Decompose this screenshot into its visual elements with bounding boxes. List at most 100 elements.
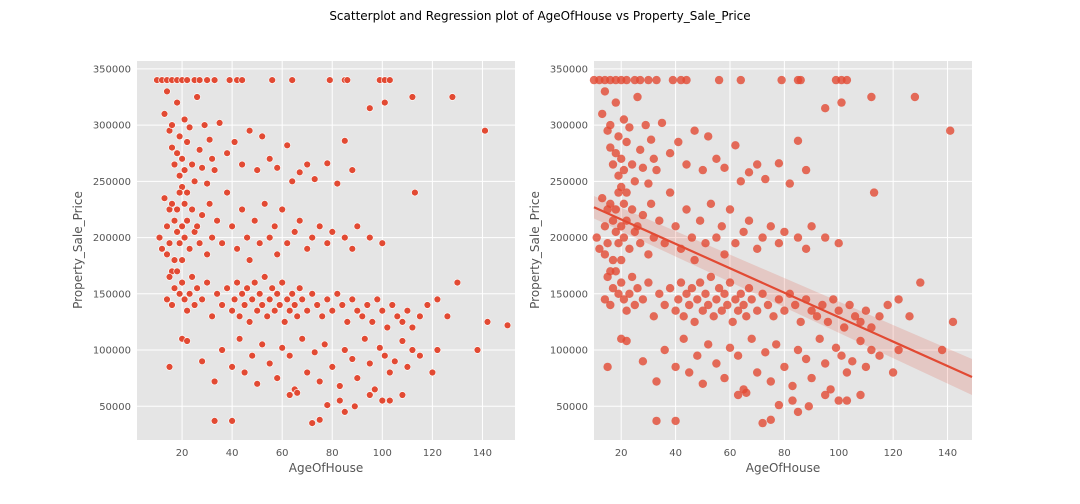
data-point — [198, 357, 206, 365]
data-point — [834, 239, 843, 248]
data-point — [701, 239, 710, 248]
data-point — [668, 75, 678, 85]
x-tick-label: 120 — [423, 448, 442, 459]
data-point — [619, 233, 629, 242]
data-point — [736, 289, 745, 298]
y-tick-label: 250000 — [550, 177, 588, 188]
data-point — [622, 137, 631, 147]
data-point — [323, 239, 331, 247]
data-point — [383, 323, 391, 332]
data-point — [175, 132, 184, 141]
data-point — [627, 205, 637, 214]
data-point — [856, 390, 865, 400]
data-point — [276, 301, 284, 309]
data-point — [690, 126, 699, 135]
data-point — [173, 267, 181, 275]
data-point — [733, 306, 743, 315]
data-point — [180, 115, 189, 124]
data-point — [180, 200, 189, 208]
data-point — [253, 380, 261, 388]
data-point — [652, 377, 661, 386]
data-point — [682, 205, 691, 214]
data-point — [341, 408, 349, 416]
data-point — [411, 188, 419, 197]
data-point — [286, 352, 294, 360]
data-point — [687, 284, 697, 293]
data-point — [273, 250, 281, 259]
data-point — [408, 323, 417, 332]
data-point — [744, 168, 754, 177]
data-point — [165, 273, 174, 281]
data-point — [619, 295, 629, 304]
data-point — [215, 119, 224, 127]
data-point — [837, 98, 846, 107]
data-point — [433, 346, 442, 354]
data-point — [793, 233, 803, 242]
data-point — [208, 312, 216, 320]
data-point — [617, 154, 626, 163]
data-point — [818, 300, 827, 310]
data-point — [867, 92, 876, 102]
data-point — [682, 289, 691, 298]
data-point — [218, 239, 226, 247]
data-point — [168, 301, 176, 309]
data-point — [238, 205, 246, 214]
y-tick-label: 350000 — [550, 64, 588, 75]
y-tick-label: 350000 — [93, 64, 131, 75]
data-point — [353, 307, 361, 315]
data-point — [190, 177, 199, 186]
data-point — [366, 391, 374, 399]
data-point — [256, 239, 264, 247]
data-point — [614, 239, 623, 248]
data-point — [731, 239, 740, 248]
data-point — [894, 295, 903, 304]
data-point — [258, 340, 266, 349]
data-point — [687, 233, 697, 242]
data-point — [690, 255, 699, 265]
data-point — [378, 239, 386, 247]
data-point — [606, 199, 615, 208]
data-point — [160, 110, 169, 118]
data-point — [753, 160, 762, 169]
data-point — [210, 417, 219, 425]
data-point — [170, 160, 179, 169]
data-point — [353, 374, 361, 382]
data-point — [381, 98, 389, 107]
data-point — [733, 390, 743, 400]
data-point — [646, 199, 656, 208]
data-point — [660, 300, 669, 310]
data-point — [766, 377, 775, 386]
data-point — [606, 300, 615, 310]
data-point — [433, 295, 442, 304]
data-point — [308, 290, 316, 298]
data-point — [336, 396, 344, 405]
data-point — [218, 301, 226, 309]
data-point — [652, 416, 661, 426]
x-tick-label: 100 — [829, 448, 848, 459]
data-point — [233, 278, 241, 287]
data-point — [183, 307, 191, 315]
data-point — [183, 217, 191, 225]
data-point — [611, 267, 620, 276]
data-point — [288, 76, 296, 84]
data-point — [376, 344, 384, 352]
data-point — [753, 306, 762, 315]
data-point — [170, 284, 179, 292]
data-point — [821, 390, 830, 400]
data-point — [248, 352, 256, 360]
x-axis-label: AgeOfHouse — [746, 461, 820, 475]
data-point — [725, 343, 735, 352]
data-point — [723, 300, 732, 310]
x-tick-label: 20 — [176, 448, 189, 459]
data-point — [614, 289, 623, 298]
data-point — [744, 216, 754, 225]
data-point — [223, 188, 231, 197]
data-point — [815, 334, 824, 343]
data-point — [358, 312, 366, 320]
data-point — [622, 336, 631, 346]
data-point — [671, 306, 680, 315]
data-point — [842, 396, 852, 405]
data-point — [311, 175, 319, 183]
data-point — [338, 301, 346, 309]
data-point — [173, 228, 181, 236]
